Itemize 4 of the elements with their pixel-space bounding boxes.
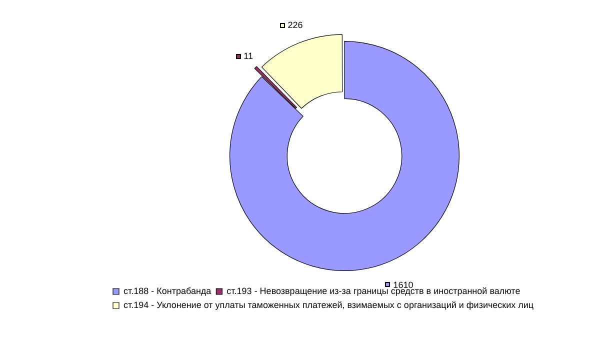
legend-label: ст.194 - Уклонение от уплаты таможенных платежей, взимаемых с организаций и физических лиц (124, 300, 534, 310)
legend-label: ст.188 - Контрабанда (124, 286, 212, 296)
data-label: 226 (288, 20, 303, 30)
data-label: 11 (244, 51, 253, 62)
